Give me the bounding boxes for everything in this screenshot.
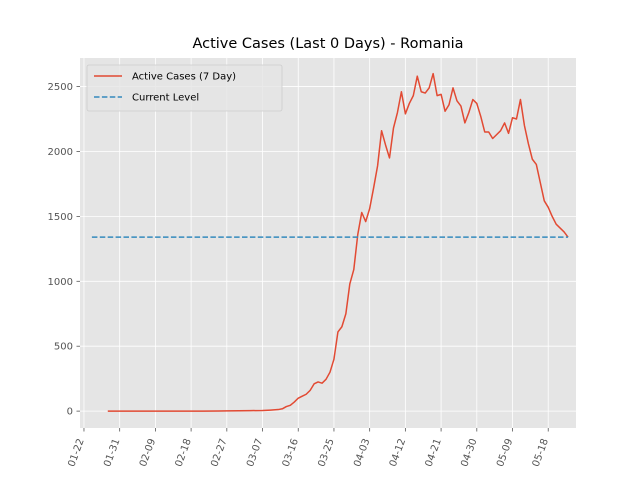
x-tick-label: 02-18 — [174, 437, 194, 468]
x-tick-label: 01-22 — [67, 437, 87, 468]
legend-label: Current Level — [132, 93, 199, 104]
series-layer — [91, 72, 569, 412]
x-tick-label: 05-18 — [531, 437, 551, 468]
y-tick-label: 1000 — [48, 277, 73, 288]
x-tick-label: 04-12 — [388, 437, 408, 468]
x-tick-label: 04-03 — [352, 437, 372, 468]
x-tick-label: 03-25 — [316, 437, 336, 468]
legend-box — [86, 64, 283, 112]
x-axis: 01-22 01-31 02-09 02-18 02-27 03-07 03-16 03-25… — [67, 428, 551, 468]
x-tick-label: 01-31 — [102, 437, 122, 468]
y-tick-label: 1500 — [48, 212, 73, 223]
legend: Active Cases (7 Day) Current Level — [86, 64, 283, 112]
series-line-1 — [107, 72, 569, 412]
y-axis: 0 500 1000 1500 2000 2500 — [48, 82, 80, 418]
legend-label: Active Cases (7 Day) — [132, 72, 236, 83]
x-tick-label: 02-09 — [138, 437, 158, 468]
y-tick-label: 2000 — [48, 147, 73, 158]
y-tick-label: 500 — [54, 342, 73, 353]
x-tick-label: 03-07 — [245, 437, 265, 468]
x-tick-label: 04-21 — [424, 437, 444, 468]
chart-title: Active Cases (Last 0 Days) - Romania — [192, 36, 463, 52]
x-tick-label: 03-16 — [281, 437, 301, 468]
grid — [80, 58, 576, 428]
y-tick-label: 0 — [67, 407, 73, 418]
plot-background — [80, 58, 576, 428]
y-tick-label: 2500 — [48, 82, 73, 93]
x-tick-label: 02-27 — [209, 437, 229, 468]
x-tick-label: 05-09 — [495, 437, 515, 468]
x-tick-label: 04-30 — [459, 437, 479, 468]
